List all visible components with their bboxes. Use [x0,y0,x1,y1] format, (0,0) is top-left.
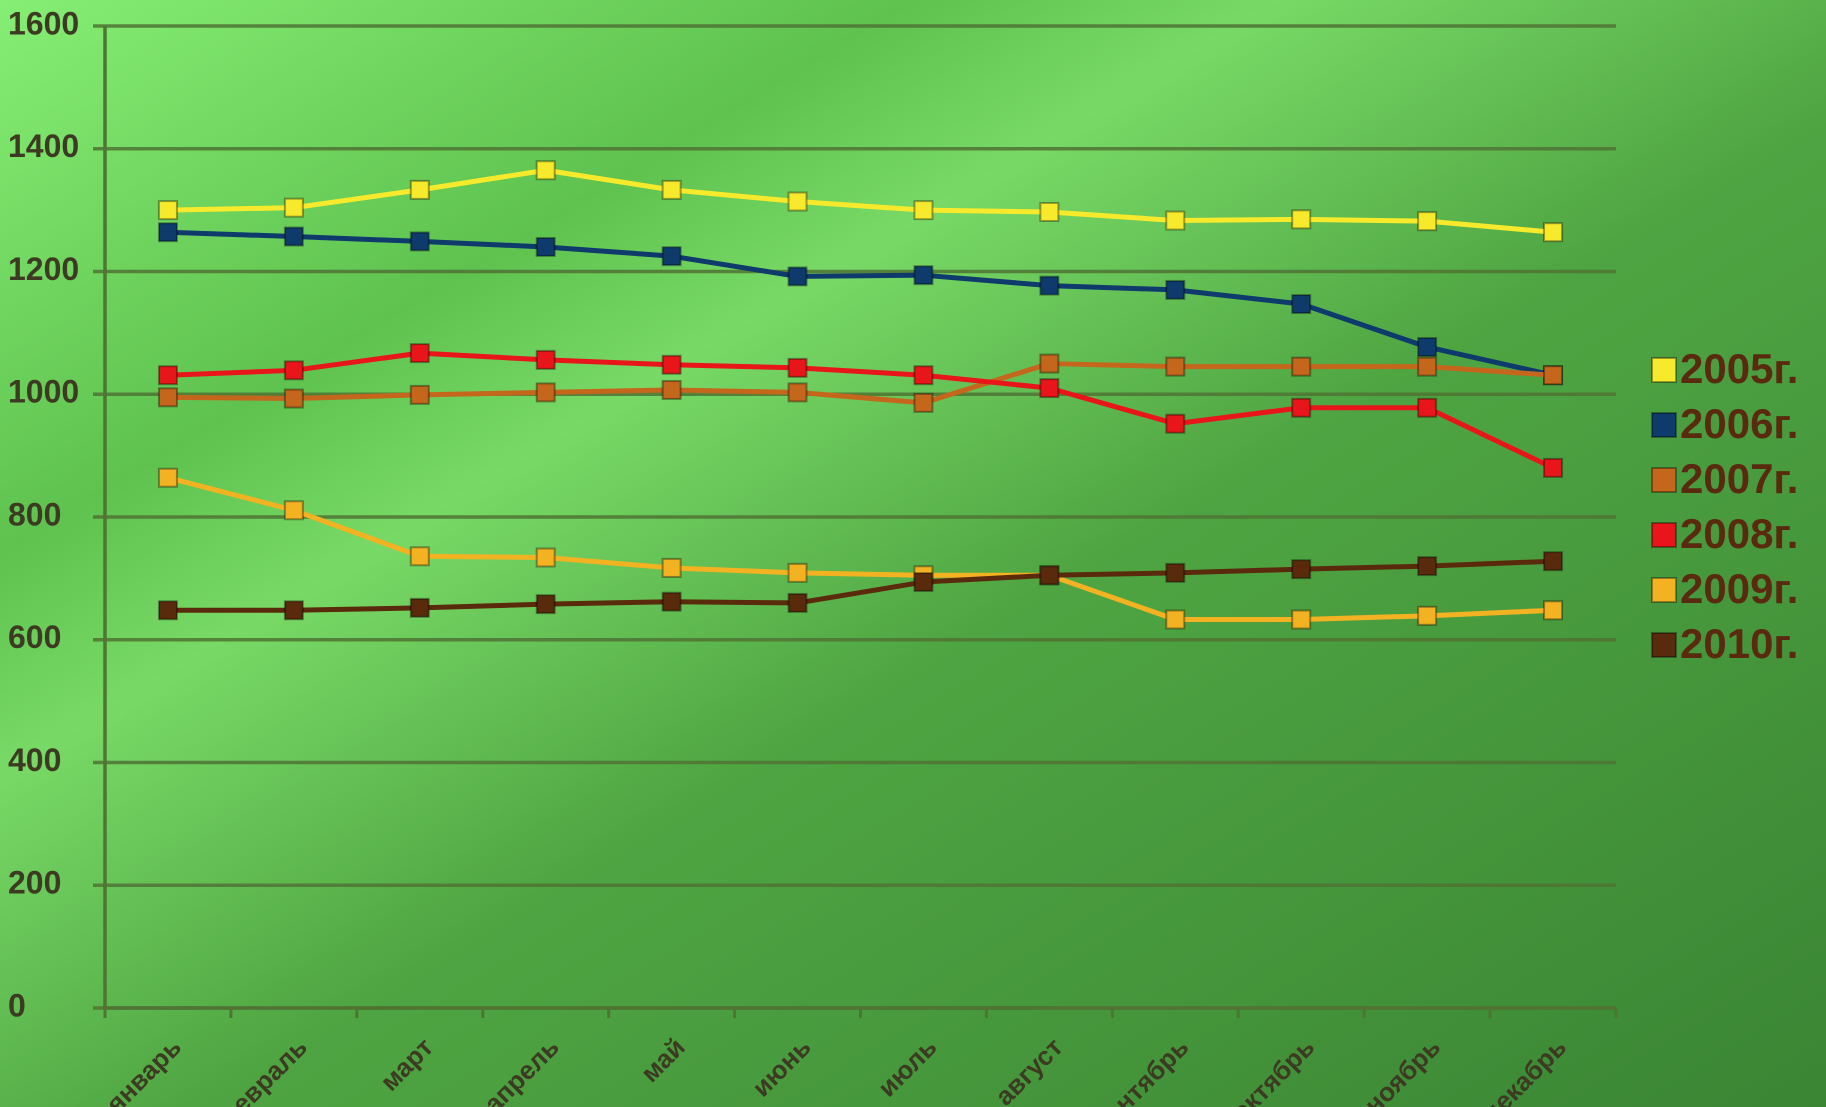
series-line [167,558,1554,613]
y-tick-label: 0 [8,987,26,1023]
marker [1165,279,1186,300]
marker [913,200,934,221]
marker [1165,609,1186,630]
marker [1039,201,1060,222]
legend-swatch [1651,522,1677,548]
marker [283,500,304,521]
marker [787,191,808,212]
marker [535,547,556,568]
marker [535,382,556,403]
marker [1543,365,1564,386]
marker [409,343,430,364]
marker [157,200,178,221]
marker [1417,605,1438,626]
marker [409,179,430,200]
marker [1417,211,1438,232]
y-tick-label: 1600 [8,5,79,41]
marker [1417,356,1438,377]
legend-swatch [1651,357,1677,383]
marker [157,365,178,386]
y-tick-label: 800 [8,496,61,532]
marker [1291,609,1312,630]
marker [409,231,430,252]
marker [1291,559,1312,580]
marker [1543,457,1564,478]
series-line [167,229,1554,378]
legend-swatch [1651,412,1677,438]
marker [1039,565,1060,586]
marker [409,597,430,618]
marker [1417,397,1438,418]
marker [661,179,682,200]
legend-label: 2010г. [1680,620,1798,667]
marker [913,572,934,593]
marker [1291,397,1312,418]
marker [1039,275,1060,296]
marker [1039,378,1060,399]
marker [913,365,934,386]
marker [1165,210,1186,231]
marker [1291,294,1312,315]
marker [661,246,682,267]
marker [409,546,430,567]
series-line [167,167,1554,235]
marker [283,388,304,409]
marker [535,236,556,257]
marker [157,467,178,488]
marker [1165,413,1186,434]
marker [283,226,304,247]
marker [283,600,304,621]
legend-swatch [1651,577,1677,603]
marker [535,594,556,615]
y-tick-label: 1000 [8,374,79,410]
y-tick-label: 200 [8,865,61,901]
y-tick-label: 400 [8,742,61,778]
y-tick-label: 1400 [8,128,79,164]
marker [661,591,682,612]
marker [787,562,808,583]
marker [787,382,808,403]
legend-label: 2007г. [1680,455,1798,502]
marker [1417,556,1438,577]
y-tick-label: 1200 [8,251,79,287]
marker [157,387,178,408]
y-tick-label: 600 [8,619,61,655]
legend-label: 2009г. [1680,565,1798,612]
series-line [167,350,1555,471]
legend-swatch [1651,632,1677,658]
marker [787,266,808,287]
marker [283,197,304,218]
marker [157,600,178,621]
marker [661,379,682,400]
series-line [167,475,1554,622]
legend-label: 2008г. [1680,510,1798,557]
legend-label: 2006г. [1680,400,1798,447]
marker [661,354,682,375]
marker [1165,356,1186,377]
marker [661,557,682,578]
marker [1417,336,1438,357]
marker [1543,551,1564,572]
legend-swatch [1651,467,1677,493]
marker [409,384,430,405]
series-line [167,361,1554,406]
marker [157,222,178,243]
marker [913,392,934,413]
marker [1039,353,1060,374]
marker [913,265,934,286]
marker [535,160,556,181]
marker [787,592,808,613]
marker [535,349,556,370]
marker [1543,600,1564,621]
marker [283,360,304,381]
marker [1291,209,1312,230]
marker [787,357,808,378]
legend-label: 2005г. [1680,345,1798,392]
marker [1543,222,1564,243]
marker [1165,562,1186,583]
marker [1291,356,1312,377]
